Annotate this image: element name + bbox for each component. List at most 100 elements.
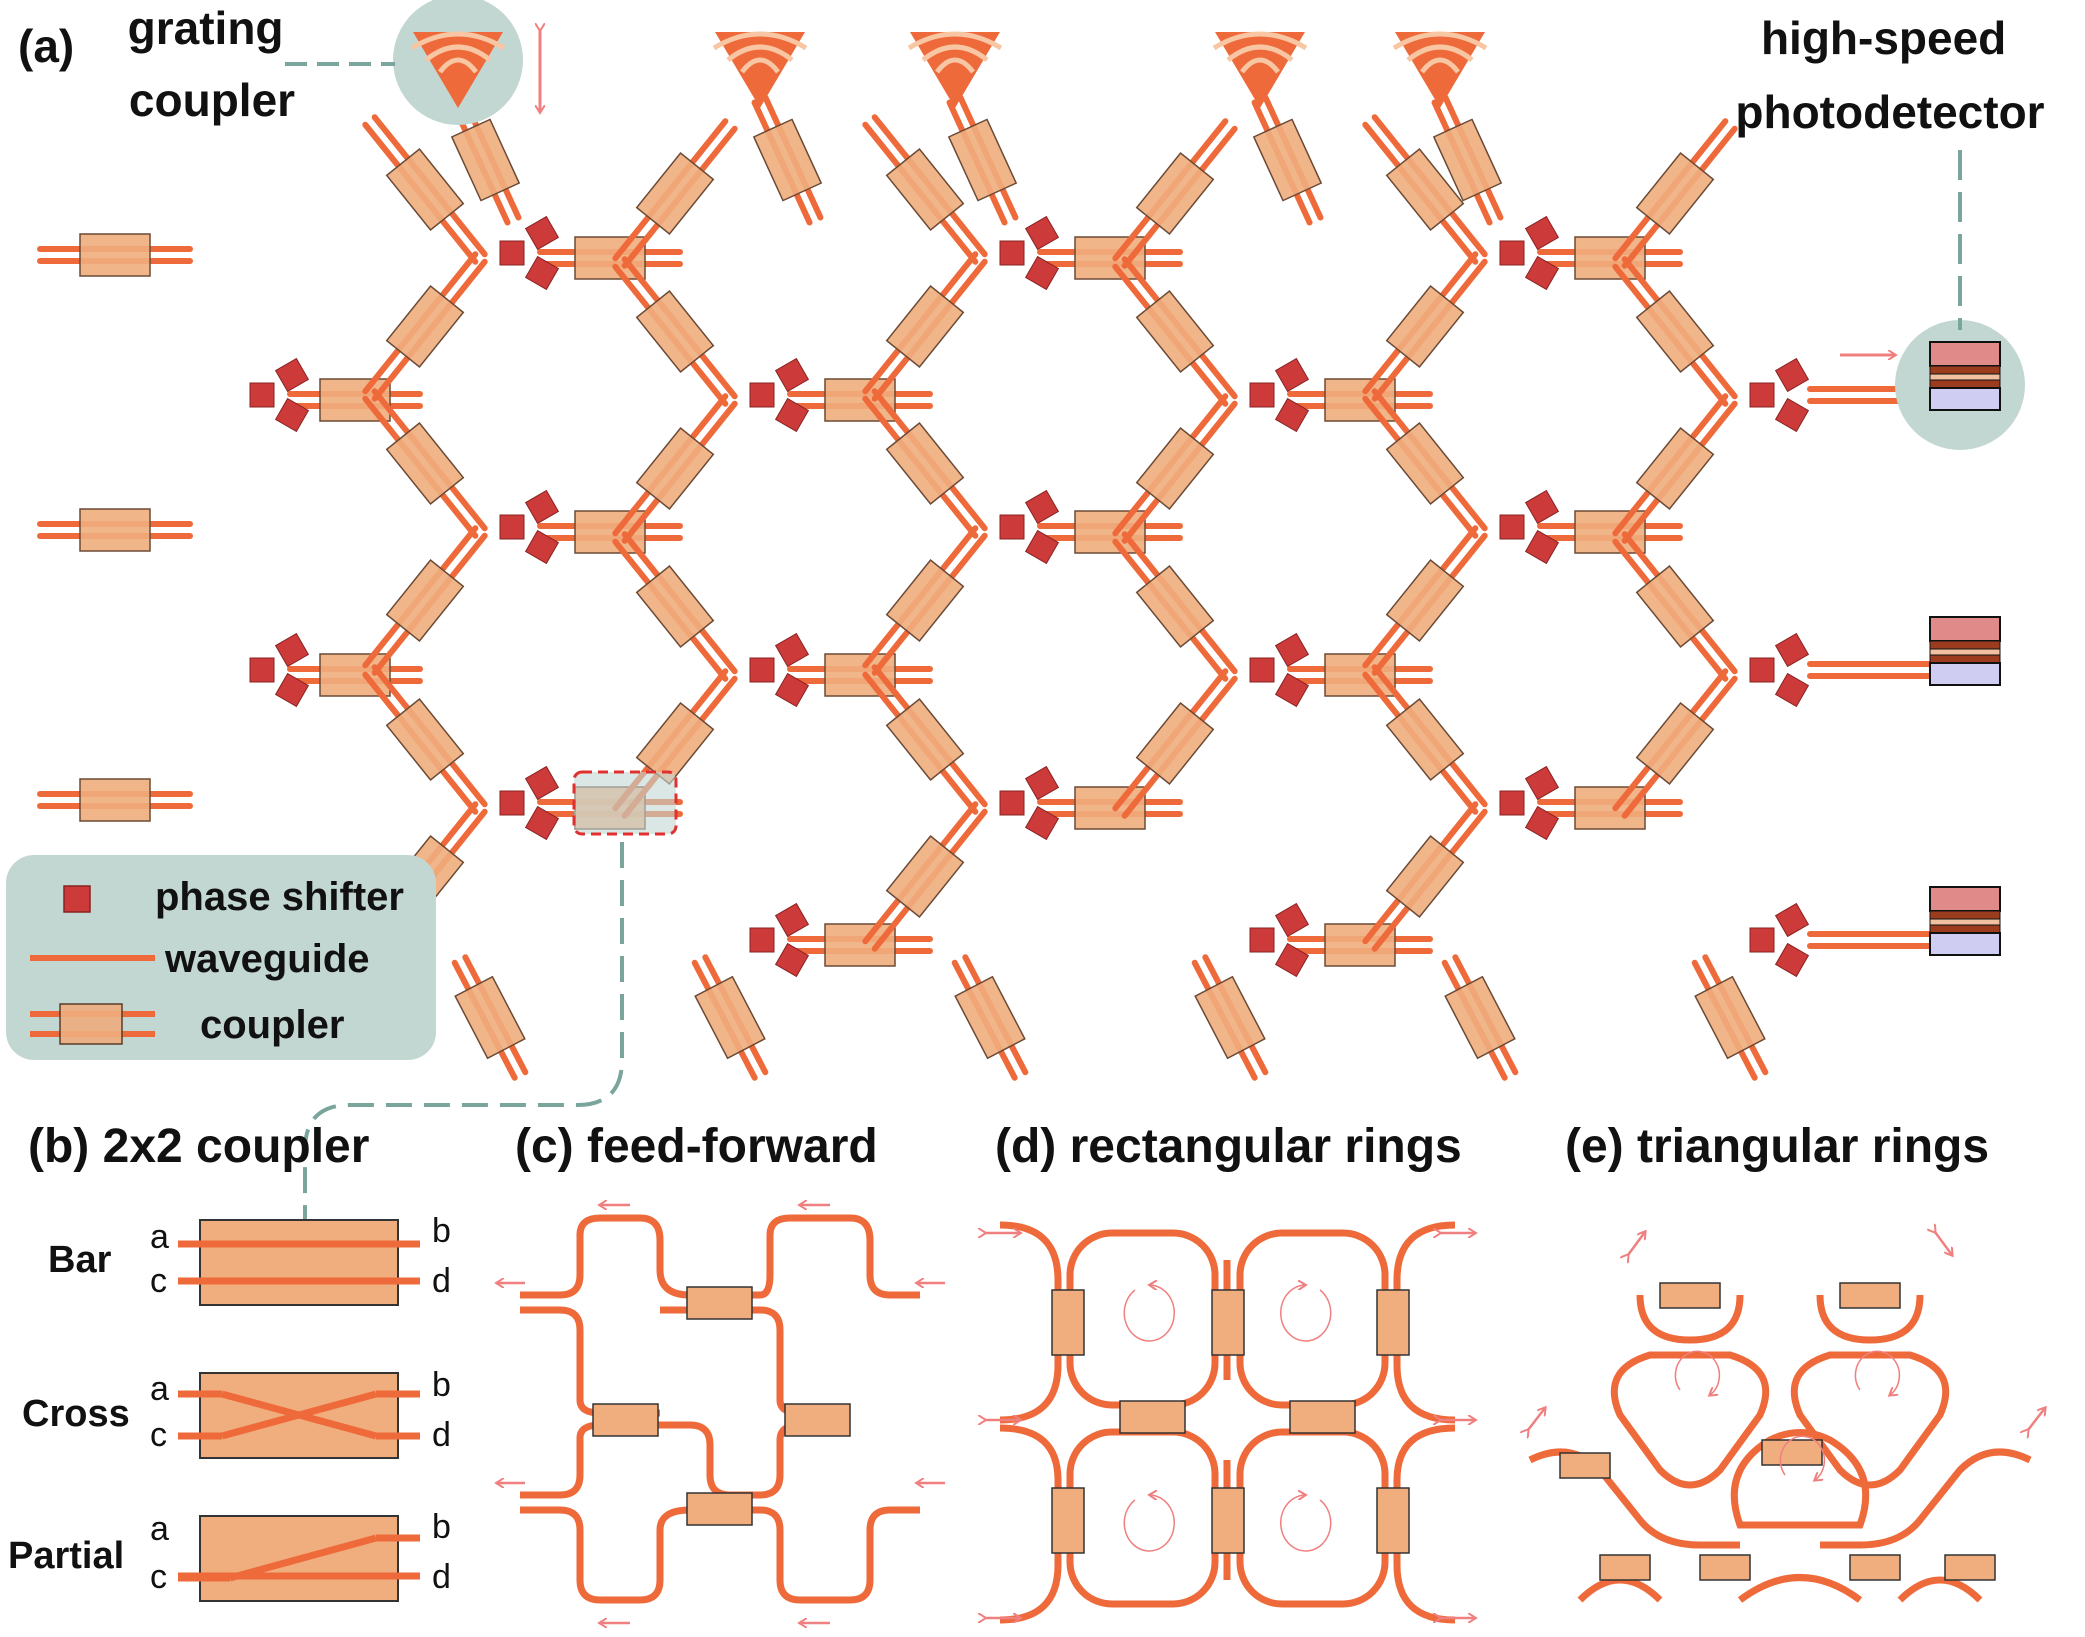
phase-shifter [524, 255, 560, 291]
waveguide-pair [37, 508, 193, 552]
ff-wg-2 [520, 1306, 660, 1417]
panel-c-title: (c) feed-forward [515, 1120, 878, 1173]
grating-ridge [740, 57, 780, 74]
phase-shifter-cluster [1249, 357, 1310, 433]
mesh-coupler [79, 508, 151, 552]
mesh-coupler [1135, 152, 1215, 235]
phase-shifter [1274, 397, 1310, 433]
mesh-coupler [885, 835, 965, 918]
rect-coupler [1376, 1289, 1410, 1356]
mesh-coupler [385, 285, 465, 368]
rect-coupler [1051, 1289, 1085, 1356]
tri-coupler [1944, 1554, 1996, 1581]
partial-port-d: d [432, 1558, 451, 1596]
pd-layer-spacer [1929, 373, 2001, 381]
rect-coupler [1289, 1400, 1356, 1434]
waveguide-pair [362, 251, 488, 402]
rect-left-edge-1 [999, 1221, 1062, 1424]
mesh-coupler [1252, 118, 1323, 202]
mesh-coupler [1385, 835, 1465, 918]
waveguide-pair [537, 236, 683, 280]
tri-couplers [1559, 1282, 1996, 1581]
panel-a: (a) grating coupler high-speed photodete… [6, 0, 2045, 1220]
waveguide-pair [1362, 801, 1488, 952]
phase-shifter [999, 514, 1025, 540]
phase-shifter-cluster [499, 765, 560, 841]
phase-shifter [1774, 902, 1810, 938]
phase-shifter [1524, 489, 1560, 525]
waveguide-pair [1362, 114, 1488, 265]
phase-shifter [1749, 382, 1775, 408]
phase-shifter-cluster [999, 489, 1060, 565]
phase-shifter [1499, 240, 1525, 266]
waveguide-pair [862, 664, 988, 815]
phase-shifter [249, 382, 275, 408]
grating-ridge [1226, 44, 1294, 62]
waveguide-pair [1612, 118, 1738, 269]
tri-bottom-cap-3 [1897, 1576, 1983, 1603]
rect-coupler [1051, 1487, 1085, 1554]
waveguide-pair [946, 94, 1019, 226]
tri-io-arrows [1528, 1232, 2045, 1430]
ff-couplers [592, 1286, 851, 1526]
partial-port-c: c [150, 1558, 167, 1596]
ff-wg-5 [520, 1421, 660, 1499]
phase-shifter-cluster [1749, 357, 1810, 433]
photodetector [1929, 341, 2001, 411]
mesh-coupler [454, 975, 526, 1060]
waveguide-pair [787, 378, 933, 422]
phase-shifter [1499, 514, 1525, 540]
tri-ring-2 [1790, 1351, 1950, 1489]
waveguide-pair [1037, 510, 1183, 554]
tri-left-arm [1528, 1448, 1740, 1549]
panel-a-label: (a) [18, 20, 74, 72]
legend: phase shifter waveguide coupler [6, 855, 436, 1060]
rect-coupler [1211, 1487, 1245, 1554]
waveguide-pair [787, 653, 933, 697]
waveguide-pair [287, 653, 423, 697]
phase-shifter-cluster [1499, 215, 1560, 291]
waveguide-pair [862, 388, 988, 539]
bar-port-b: b [432, 1212, 451, 1250]
grating-couplers [410, 31, 1488, 108]
bar-coupler-body [199, 1219, 399, 1306]
waveguide-pair [451, 954, 529, 1081]
grating-coupler-label-line1: grating [128, 2, 284, 54]
panel-e: (e) triangular rings [1528, 1120, 2045, 1603]
rect-io-arrows [985, 1233, 1475, 1618]
ff-coupler [686, 1492, 753, 1526]
waveguide-pair [1112, 118, 1238, 269]
rect-coupler [1119, 1400, 1186, 1434]
bar-port-a: a [150, 1218, 169, 1256]
phase-shifter [749, 382, 775, 408]
phase-shifter-cluster [1499, 765, 1560, 841]
rect-coupler [1376, 1487, 1410, 1554]
bar-port-c: c [150, 1262, 167, 1300]
phase-shifter [774, 632, 810, 668]
tri-top-cap-2 [1816, 1294, 1924, 1344]
mesh-coupler [450, 118, 521, 202]
phase-shifter [1274, 672, 1310, 708]
bar-port-d: d [432, 1262, 451, 1300]
tri-ring-1 [1610, 1351, 1770, 1489]
mesh-coupler [694, 975, 766, 1060]
grating-body [910, 32, 1000, 108]
phase-shifter [1024, 489, 1060, 525]
coupler-partial: Partial a c b d [8, 1508, 451, 1602]
waveguide-pair [1037, 786, 1183, 830]
waveguide-pair [1287, 923, 1433, 967]
waveguide-pair [862, 114, 988, 265]
coupler-callout-line [303, 842, 624, 1220]
ff-coupler [784, 1403, 851, 1437]
mesh-coupler [1635, 565, 1715, 648]
partial-label: Partial [8, 1535, 124, 1577]
grating-body [1215, 32, 1305, 108]
tri-coupler [1599, 1554, 1651, 1581]
waveguide-pair [1362, 388, 1488, 539]
grating-ridge [424, 44, 492, 62]
grating-ridge [1420, 57, 1460, 74]
phase-shifter [1274, 357, 1310, 393]
partial-port-a: a [150, 1510, 169, 1548]
pd-layer-mid2 [1929, 924, 2001, 934]
